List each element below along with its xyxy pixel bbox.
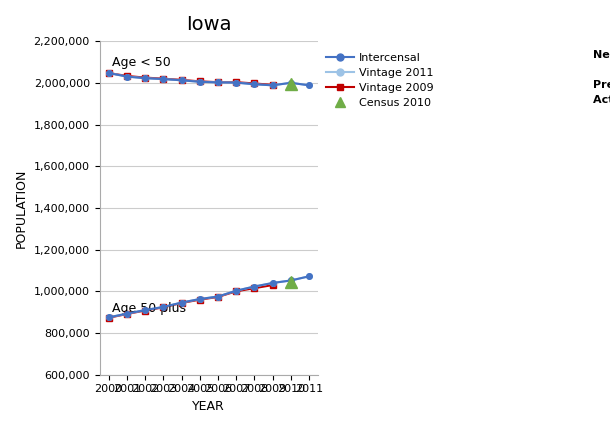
Legend: Intercensal, Vintage 2011, Vintage 2009, Census 2010: Intercensal, Vintage 2011, Vintage 2009,…	[326, 54, 434, 108]
Title: Iowa: Iowa	[186, 15, 232, 34]
Text: Age < 50: Age < 50	[112, 56, 171, 69]
Text: Age 50 plus: Age 50 plus	[112, 302, 186, 315]
X-axis label: YEAR: YEAR	[193, 400, 225, 413]
Text: New estimates:: New estimates:	[593, 50, 610, 59]
Text: Previous estimates:: Previous estimates:	[593, 80, 610, 89]
Y-axis label: POPULATION: POPULATION	[15, 168, 28, 248]
Text: Actual counts:: Actual counts:	[593, 95, 610, 104]
